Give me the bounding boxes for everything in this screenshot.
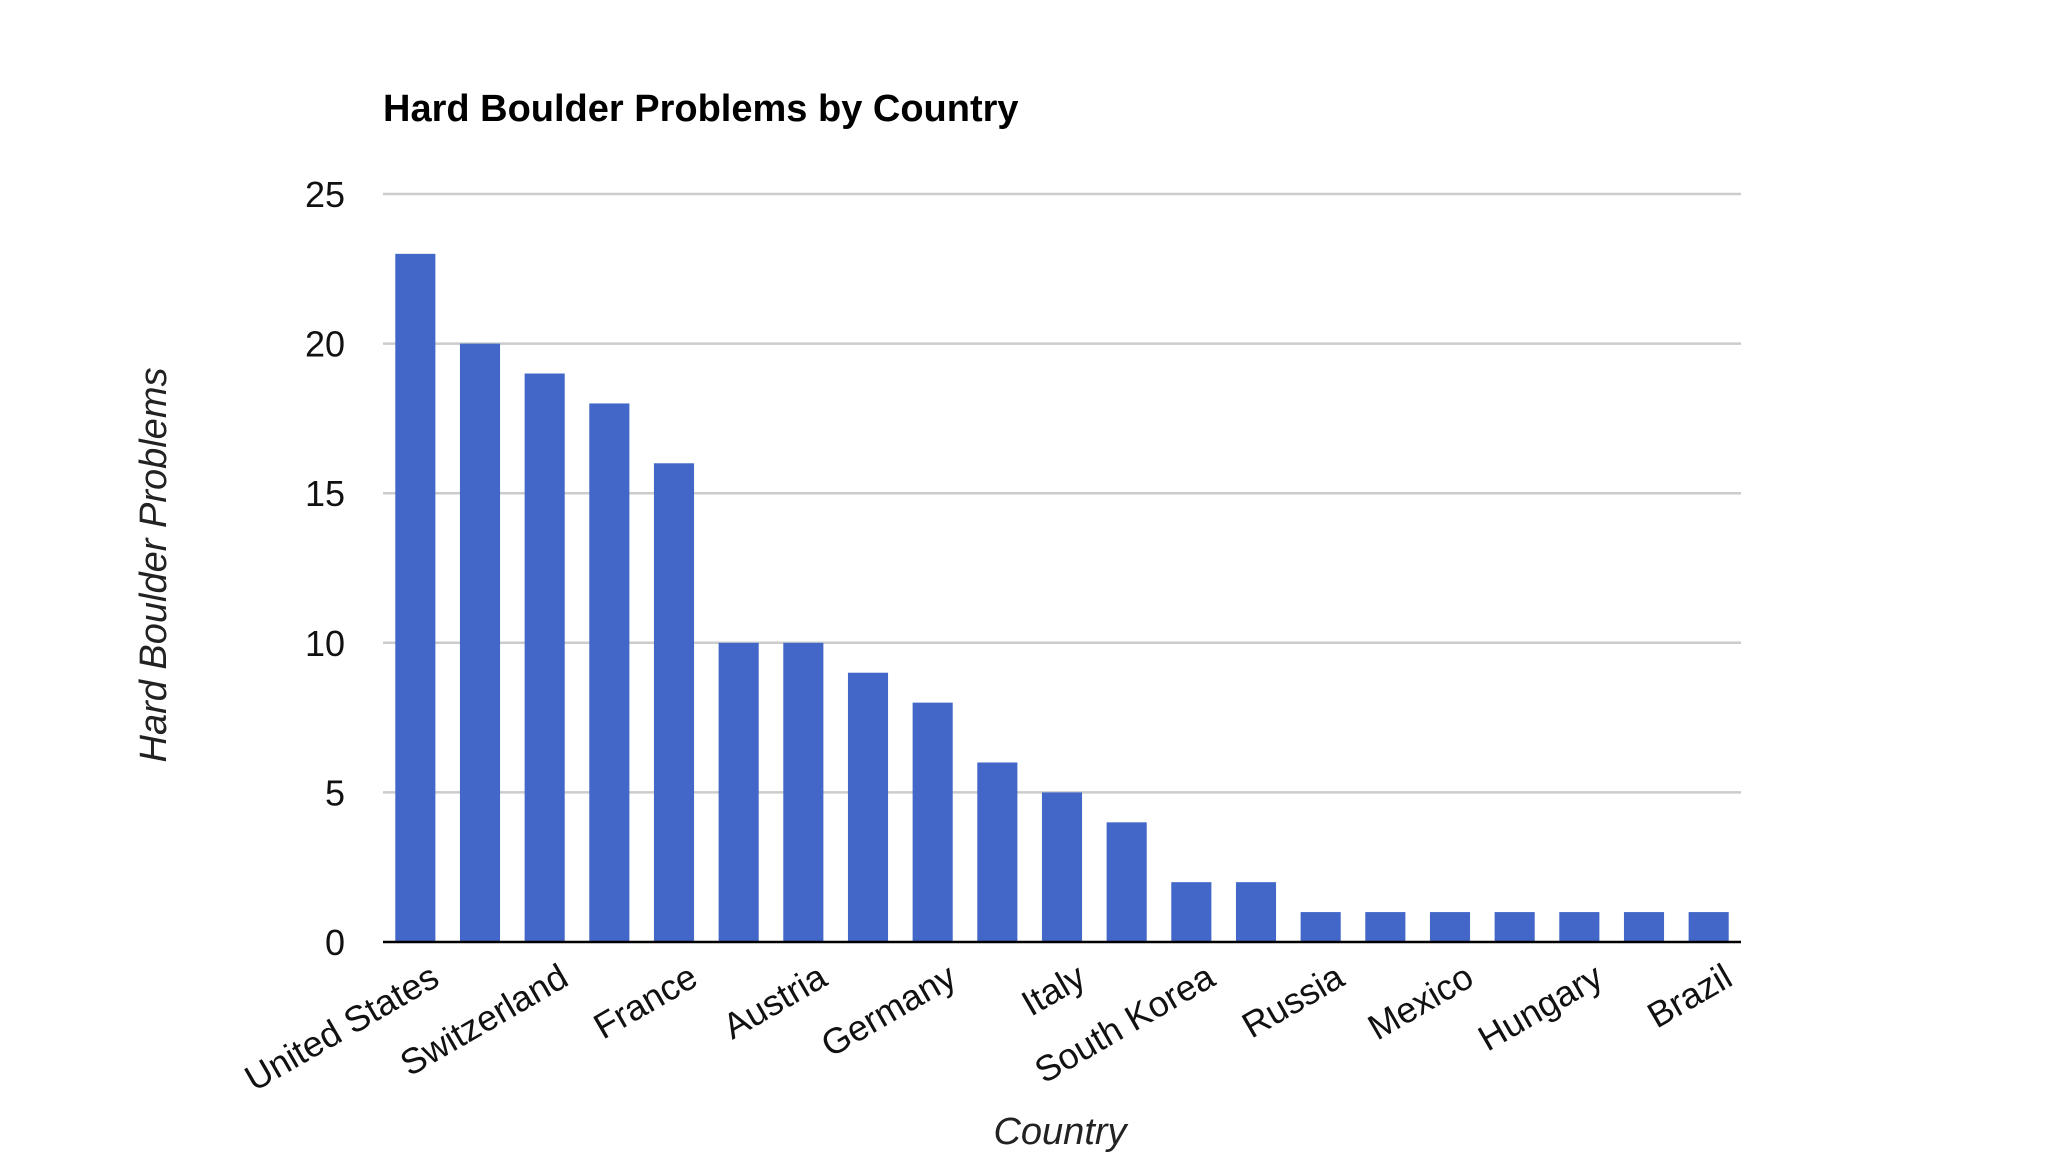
bar — [1365, 912, 1406, 942]
y-axis-title: Hard Boulder Problems — [133, 368, 175, 763]
bar — [1300, 912, 1341, 942]
x-axis-title: Country — [993, 1111, 1128, 1153]
x-tick-label: Russia — [1235, 955, 1352, 1046]
x-tick-label: France — [586, 955, 704, 1047]
bar — [459, 343, 501, 943]
bar — [1429, 912, 1471, 942]
y-tick-labels: 0 5 10 15 20 25 — [305, 174, 345, 963]
x-tick-label: Hungary — [1471, 955, 1609, 1059]
bar — [977, 762, 1018, 942]
y-tick-label: 10 — [305, 623, 345, 664]
y-tick-label: 25 — [305, 174, 345, 215]
chart-title: Hard Boulder Problems by Country — [383, 88, 1019, 130]
bar — [1235, 882, 1277, 942]
bar — [1106, 822, 1147, 942]
y-tick-label: 20 — [305, 324, 345, 365]
bar — [1559, 912, 1600, 942]
bar — [1623, 912, 1665, 942]
y-tick-label: 5 — [325, 772, 345, 813]
x-tick-label: Brazil — [1640, 955, 1738, 1036]
y-tick-label: 15 — [305, 473, 345, 514]
bar — [1041, 792, 1083, 942]
bar — [718, 642, 759, 942]
bar — [524, 373, 565, 942]
gridlines — [383, 192, 1741, 794]
bar — [589, 403, 630, 942]
y-tick-label: 0 — [325, 922, 345, 963]
bars — [395, 253, 1729, 943]
bar — [395, 253, 436, 943]
bar — [847, 672, 889, 942]
x-tick-label: Germany — [814, 955, 963, 1065]
bar — [653, 463, 695, 942]
bar — [1688, 912, 1729, 942]
bar — [1171, 882, 1212, 942]
bar — [1494, 912, 1535, 942]
x-tick-label: Mexico — [1361, 955, 1480, 1048]
x-tick-label: Italy — [1014, 955, 1092, 1024]
bar — [783, 642, 824, 942]
bar — [912, 702, 953, 942]
